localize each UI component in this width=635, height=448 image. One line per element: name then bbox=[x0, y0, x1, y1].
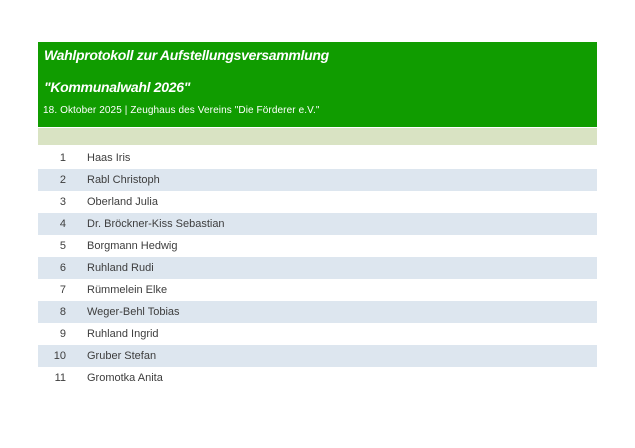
candidate-name: Weger-Behl Tobias bbox=[87, 306, 180, 318]
row-number: 4 bbox=[59, 218, 66, 230]
row-number: 7 bbox=[59, 284, 66, 296]
candidate-table: 1 Haas Iris 2 Rabl Christoph 3 Oberland Julia… bbox=[38, 147, 597, 389]
candidate-name: Ruhland Rudi bbox=[87, 262, 154, 274]
table-row: 9 Ruhland Ingrid bbox=[38, 323, 597, 345]
candidate-name: Rabl Christoph bbox=[87, 174, 160, 186]
candidate-name: Oberland Julia bbox=[87, 196, 158, 208]
candidate-name: Rümmelein Elke bbox=[87, 284, 168, 296]
row-number: 2 bbox=[59, 174, 66, 186]
row-number: 8 bbox=[59, 306, 66, 318]
table-row: 11 Gromotka Anita bbox=[38, 367, 597, 389]
row-number: 5 bbox=[59, 240, 66, 252]
row-number: 3 bbox=[59, 196, 66, 208]
protocol-subtitle: "Kommunalwahl 2026" bbox=[44, 79, 191, 95]
candidate-name: Gruber Stefan bbox=[87, 350, 157, 362]
row-number: 6 bbox=[59, 262, 66, 274]
table-row: 3 Oberland Julia bbox=[38, 191, 597, 213]
header-accent-strip bbox=[38, 128, 597, 145]
table-row: 4 Dr. Bröckner-Kiss Sebastian bbox=[38, 213, 597, 235]
table-row: 10 Gruber Stefan bbox=[38, 345, 597, 367]
candidate-name: Dr. Bröckner-Kiss Sebastian bbox=[87, 218, 225, 230]
row-number: 1 bbox=[59, 152, 66, 164]
table-row: 7 Rümmelein Elke bbox=[38, 279, 597, 301]
candidate-name: Ruhland Ingrid bbox=[87, 328, 159, 340]
row-number: 10 bbox=[53, 350, 66, 362]
table-row: 8 Weger-Behl Tobias bbox=[38, 301, 597, 323]
row-number: 11 bbox=[54, 372, 66, 384]
header-banner: Wahlprotokoll zur Aufstellungsversammlun… bbox=[38, 42, 597, 127]
table-row: 1 Haas Iris bbox=[38, 147, 597, 169]
candidate-name: Haas Iris bbox=[87, 152, 131, 164]
event-dateline: 18. Oktober 2025 | Zeughaus des Vereins … bbox=[43, 105, 320, 116]
table-row: 6 Ruhland Rudi bbox=[38, 257, 597, 279]
candidate-name: Borgmann Hedwig bbox=[87, 240, 178, 252]
row-number: 9 bbox=[59, 328, 66, 340]
table-row: 5 Borgmann Hedwig bbox=[38, 235, 597, 257]
candidate-name: Gromotka Anita bbox=[87, 372, 163, 384]
protocol-title: Wahlprotokoll zur Aufstellungsversammlun… bbox=[44, 47, 329, 63]
table-row: 2 Rabl Christoph bbox=[38, 169, 597, 191]
